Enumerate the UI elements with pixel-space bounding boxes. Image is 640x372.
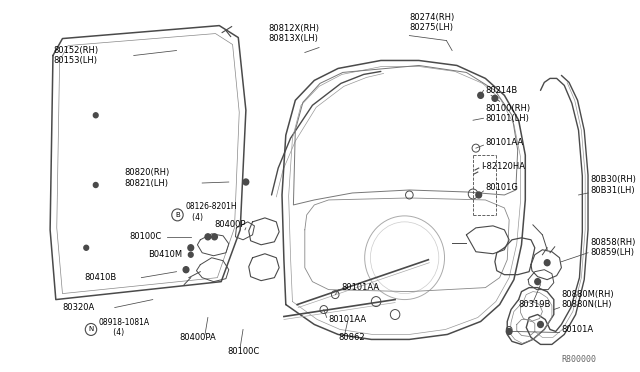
Text: R800000: R800000 [561, 355, 596, 364]
Text: 80274(RH)
80275(LH): 80274(RH) 80275(LH) [410, 13, 454, 32]
Text: 80101AA: 80101AA [485, 138, 524, 147]
Text: 80101A: 80101A [561, 325, 593, 334]
Circle shape [93, 183, 98, 187]
Text: N: N [88, 327, 93, 333]
Circle shape [476, 192, 481, 198]
Circle shape [544, 260, 550, 266]
Circle shape [506, 328, 512, 334]
Text: 80319B: 80319B [518, 300, 551, 309]
Text: 80862: 80862 [338, 333, 365, 342]
Text: 80858(RH)
80859(LH): 80858(RH) 80859(LH) [590, 238, 636, 257]
Text: 80410B: 80410B [84, 273, 116, 282]
Circle shape [538, 321, 543, 327]
Text: 80101G: 80101G [485, 183, 518, 192]
Circle shape [205, 234, 211, 240]
Text: 80100C: 80100C [129, 232, 161, 241]
Text: B0410M: B0410M [148, 250, 182, 259]
Text: 80880M(RH)
80880N(LH): 80880M(RH) 80880N(LH) [561, 290, 614, 309]
Text: 80101AA: 80101AA [328, 315, 367, 324]
Text: 08918-1081A
      (4): 08918-1081A (4) [99, 318, 150, 337]
Text: 80B30(RH)
80B31(LH): 80B30(RH) 80B31(LH) [590, 175, 636, 195]
Circle shape [212, 234, 218, 240]
Circle shape [478, 92, 483, 98]
Text: 80812X(RH)
80813X(LH): 80812X(RH) 80813X(LH) [269, 24, 320, 43]
Circle shape [183, 267, 189, 273]
Text: 80820(RH)
80821(LH): 80820(RH) 80821(LH) [124, 168, 170, 188]
Text: 80320A: 80320A [63, 303, 95, 312]
Text: 80101AA: 80101AA [341, 283, 379, 292]
Circle shape [188, 245, 194, 251]
Circle shape [492, 95, 498, 101]
Circle shape [84, 245, 88, 250]
Text: 80214B: 80214B [485, 86, 518, 95]
Text: 80152(RH)
80153(LH): 80152(RH) 80153(LH) [53, 46, 98, 65]
Text: 80100(RH)
80101(LH): 80100(RH) 80101(LH) [485, 103, 531, 123]
Circle shape [93, 113, 98, 118]
Text: I-82120HA: I-82120HA [481, 161, 525, 171]
Circle shape [535, 279, 541, 285]
Text: 80400P: 80400P [214, 220, 246, 230]
Circle shape [243, 179, 249, 185]
Text: 08126-8201H
   (4): 08126-8201H (4) [185, 202, 237, 222]
Text: B: B [175, 212, 180, 218]
Text: 80100C: 80100C [227, 347, 259, 356]
Circle shape [188, 252, 193, 257]
Text: 80400PA: 80400PA [179, 333, 216, 342]
